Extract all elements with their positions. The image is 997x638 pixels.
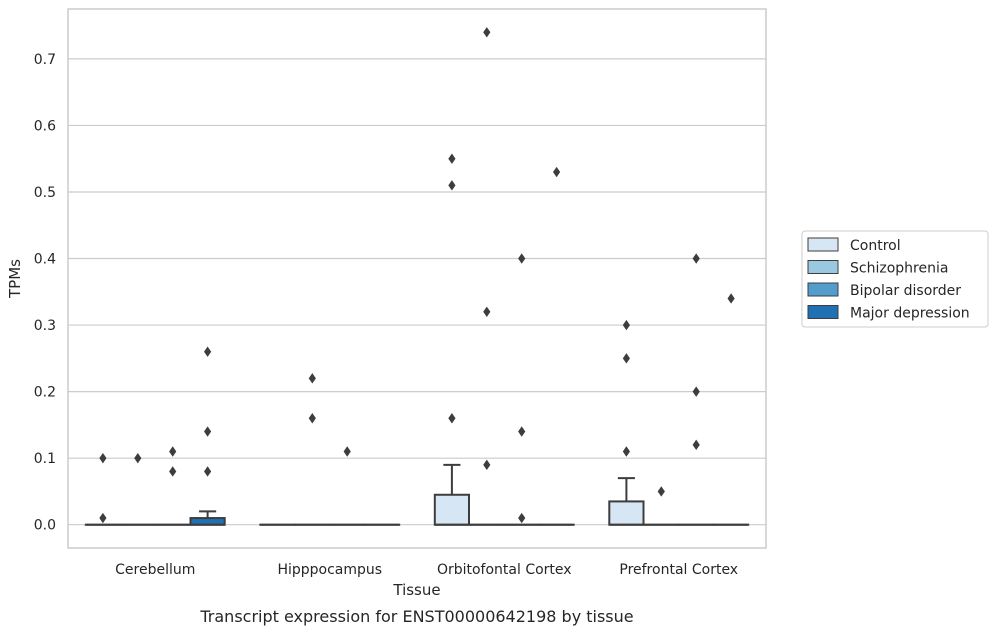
outlier-point [693, 440, 700, 450]
y-tick-label: 0.1 [34, 451, 56, 467]
box [435, 495, 469, 525]
legend-swatch [808, 283, 838, 296]
legend-swatch [808, 238, 838, 251]
outlier-point [134, 453, 141, 463]
outlier-point [693, 253, 700, 263]
outlier-point [309, 373, 316, 383]
outlier-point [518, 513, 525, 523]
outlier-point [518, 426, 525, 436]
outlier-point [728, 293, 735, 303]
outlier-point [448, 180, 455, 190]
box [609, 501, 643, 524]
outlier-point [204, 466, 211, 476]
axes: TPMs Tissue Transcript expression for EN… [6, 52, 738, 626]
outlier-point [623, 353, 630, 363]
x-axis-label: Tissue [392, 581, 440, 599]
outlier-point [693, 386, 700, 396]
outlier-point [483, 460, 490, 470]
chart-caption: Transcript expression for ENST0000064219… [199, 607, 633, 626]
y-tick-label: 0.0 [34, 518, 56, 534]
y-tick-label: 0.2 [34, 385, 56, 401]
outlier-point [169, 466, 176, 476]
y-tick-label: 0.5 [34, 185, 56, 201]
outlier-point [448, 413, 455, 423]
legend-swatch [808, 261, 838, 274]
outlier-point [99, 513, 106, 523]
x-tick-label: Cerebellum [115, 562, 195, 578]
legend-label: Control [850, 238, 901, 254]
outlier-point [553, 167, 560, 177]
outlier-point [309, 413, 316, 423]
legend-label: Major depression [850, 306, 970, 322]
y-tick-label: 0.4 [34, 252, 56, 268]
x-tick-label: Hipppocampus [277, 562, 382, 578]
outlier-point [204, 426, 211, 436]
outlier-point [169, 446, 176, 456]
box-marks [86, 27, 748, 525]
outlier-point [658, 486, 665, 496]
outlier-point [344, 446, 351, 456]
outlier-point [623, 320, 630, 330]
legend-label: Bipolar disorder [850, 283, 961, 299]
x-tick-label: Orbitofontal Cortex [437, 562, 572, 578]
outlier-point [483, 27, 490, 37]
outlier-point [204, 346, 211, 356]
legend-label: Schizophrenia [850, 261, 948, 277]
outlier-point [518, 253, 525, 263]
y-tick-label: 0.6 [34, 118, 56, 134]
outlier-point [483, 307, 490, 317]
outlier-point [448, 154, 455, 164]
y-axis-label: TPMs [6, 259, 24, 299]
y-tick-label: 0.7 [34, 52, 56, 68]
x-tick-label: Prefrontal Cortex [619, 562, 738, 578]
y-tick-label: 0.3 [34, 318, 56, 334]
legend: Control Schizophrenia Bipolar disorder Majo… [802, 231, 988, 327]
outlier-point [99, 453, 106, 463]
outlier-point [623, 446, 630, 456]
legend-swatch [808, 306, 838, 319]
